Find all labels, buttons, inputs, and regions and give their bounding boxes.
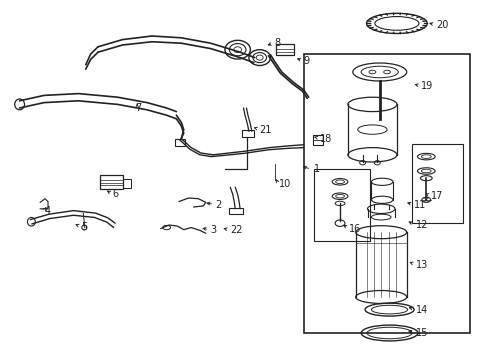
Text: 6: 6 xyxy=(113,189,119,199)
Text: 13: 13 xyxy=(416,260,428,270)
Text: 20: 20 xyxy=(436,20,448,30)
Text: 16: 16 xyxy=(349,224,361,234)
Bar xyxy=(100,175,122,189)
Text: 8: 8 xyxy=(274,38,280,48)
Text: 4: 4 xyxy=(44,206,50,216)
Text: 14: 14 xyxy=(416,305,428,315)
Bar xyxy=(122,179,131,188)
Text: 11: 11 xyxy=(414,200,426,210)
Bar xyxy=(175,139,185,146)
Bar xyxy=(412,144,463,223)
Text: 7: 7 xyxy=(135,103,141,113)
Text: 12: 12 xyxy=(416,220,428,230)
Bar xyxy=(304,54,470,333)
Bar xyxy=(276,44,294,55)
Text: 15: 15 xyxy=(416,328,428,338)
Text: 18: 18 xyxy=(319,134,332,144)
Text: 2: 2 xyxy=(216,200,222,210)
Text: 3: 3 xyxy=(211,225,217,235)
Text: 9: 9 xyxy=(304,56,310,66)
Bar xyxy=(229,208,243,214)
Text: 10: 10 xyxy=(279,179,292,189)
Bar xyxy=(313,135,323,145)
Bar xyxy=(242,130,254,137)
Text: 19: 19 xyxy=(421,81,434,91)
Text: 17: 17 xyxy=(431,191,443,201)
Text: 21: 21 xyxy=(260,125,272,135)
Text: 5: 5 xyxy=(81,222,87,232)
Bar xyxy=(314,169,370,241)
Text: 22: 22 xyxy=(230,225,243,235)
Text: 1: 1 xyxy=(314,164,319,174)
